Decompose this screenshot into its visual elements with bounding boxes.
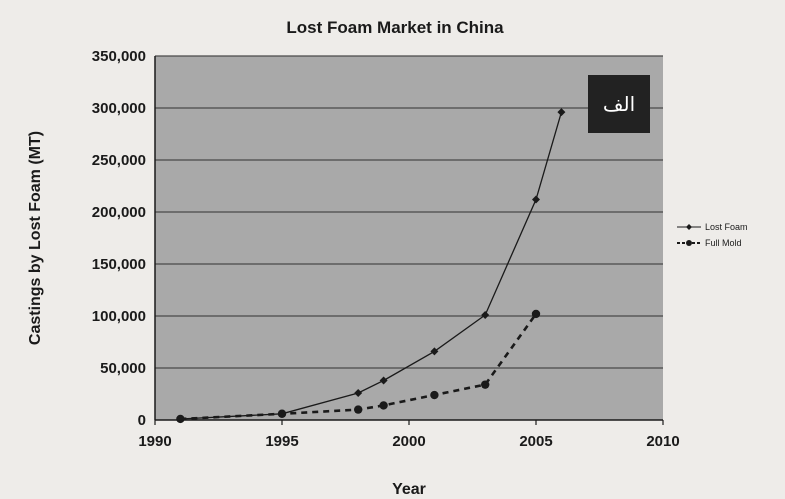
y-tick-label: 300,000 <box>92 100 146 117</box>
data-point <box>531 309 541 319</box>
x-tick-labels: 1990 1995 2000 2005 2010 <box>138 420 680 450</box>
grid-lines <box>154 55 663 421</box>
data-point <box>354 405 363 414</box>
series-line <box>180 112 563 420</box>
x-tick-label: 2005 <box>519 433 552 450</box>
y-tick-label: 200,000 <box>92 204 146 221</box>
data-point <box>277 409 287 418</box>
y-axis-title: Castings by Lost Foam (MT) <box>27 131 44 345</box>
badge-label: الف <box>603 92 635 116</box>
x-tick-label: 2000 <box>392 433 425 450</box>
data-point <box>557 108 566 117</box>
data-point <box>379 401 388 410</box>
y-tick-label: 250,000 <box>92 152 146 169</box>
x-axis-title: Year <box>392 481 426 498</box>
x-tick-label: 1990 <box>138 433 171 450</box>
data-point <box>430 347 439 356</box>
plot-area <box>155 56 663 420</box>
chart-title: Lost Foam Market in China <box>286 18 504 37</box>
legend-swatch-marker <box>686 240 692 246</box>
y-tick-label: 0 <box>138 412 146 429</box>
y-tick-labels: 0 50,000 100,000 150,000 200,000 250,000 300,0… <box>92 48 146 429</box>
data-point <box>532 195 540 204</box>
legend-swatch-marker <box>686 224 692 230</box>
badge: الف <box>588 75 650 133</box>
legend: Lost Foam Full Mold <box>677 222 748 248</box>
y-tick-label: 50,000 <box>100 360 146 377</box>
x-tick-label: 1995 <box>265 433 298 450</box>
badge-background <box>588 75 650 133</box>
y-tick-label: 100,000 <box>92 308 146 325</box>
series-layer <box>176 108 566 424</box>
data-point <box>176 414 185 424</box>
legend-label: Full Mold <box>705 238 742 248</box>
data-point <box>481 310 490 319</box>
data-point <box>430 390 439 400</box>
legend-label: Lost Foam <box>705 222 748 232</box>
data-point <box>379 376 388 385</box>
data-point <box>354 388 363 397</box>
y-tick-label: 150,000 <box>92 256 146 273</box>
y-tick-label: 350,000 <box>92 48 146 65</box>
data-point <box>481 380 490 389</box>
x-tick-label: 2010 <box>646 433 679 450</box>
